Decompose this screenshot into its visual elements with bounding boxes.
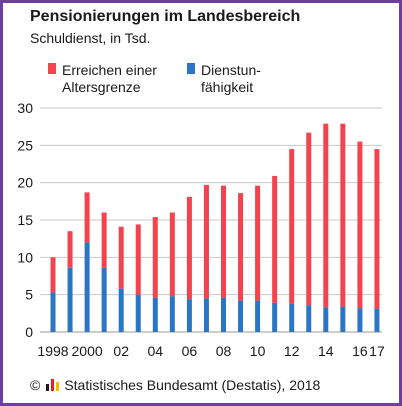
bar-dienstunfaehigkeit-2001 — [101, 267, 107, 332]
legend-label-0-line-1: Altersgrenze — [62, 79, 141, 95]
bar-dienstunfaehigkeit-2003 — [135, 294, 141, 332]
bar-altersgrenze-2004 — [152, 217, 158, 298]
bar-dienstunfaehigkeit-2009 — [238, 300, 244, 332]
x-tick-label-2012: 12 — [284, 343, 300, 359]
bar-dienstunfaehigkeit-2013 — [306, 305, 312, 332]
bar-dienstunfaehigkeit-2002 — [118, 288, 124, 332]
bar-dienstunfaehigkeit-2017 — [374, 308, 380, 332]
y-tick-label-25: 25 — [17, 137, 33, 153]
bar-altersgrenze-2001 — [101, 212, 107, 268]
bar-altersgrenze-2007 — [203, 184, 209, 299]
y-axis-ticks: 0 5 10 15 20 25 30 — [17, 100, 33, 340]
x-tick-label-2004: 04 — [148, 343, 164, 359]
bar-altersgrenze-2017 — [374, 149, 380, 309]
legend-swatch-1 — [187, 63, 195, 74]
legend-label-1-line-0: Dienstun- — [201, 62, 261, 78]
x-tick-label-2008: 08 — [216, 343, 232, 359]
x-tick-label-1998: 1998 — [37, 343, 68, 359]
source-text: Statistisches Bundesamt (Destatis), 2018 — [64, 377, 321, 393]
bar-dienstunfaehigkeit-2004 — [152, 297, 158, 332]
bar-dienstunfaehigkeit-2000 — [84, 242, 90, 332]
bar-altersgrenze-2010 — [255, 185, 261, 301]
destatis-logo-icon — [46, 379, 60, 391]
x-axis-ticks: 1998 2000 02 04 06 08 10 12 14 16 17 — [37, 343, 385, 359]
legend-swatch-0 — [48, 63, 56, 74]
bar-altersgrenze-2016 — [357, 141, 363, 309]
bar-altersgrenze-2003 — [135, 224, 141, 295]
bar-dienstunfaehigkeit-2006 — [186, 299, 192, 332]
x-tick-label-2002: 02 — [113, 343, 129, 359]
bar-altersgrenze-2011 — [272, 175, 278, 303]
chart-subtitle: Schuldienst, in Tsd. — [30, 30, 151, 46]
bar-altersgrenze-2015 — [340, 123, 346, 307]
chart-title: Pensionierungen im Landesbereich — [30, 8, 301, 25]
bar-dienstunfaehigkeit-2016 — [357, 308, 363, 332]
copyright-symbol: © — [30, 377, 41, 393]
grid-lines — [40, 107, 382, 333]
bar-altersgrenze-2006 — [186, 196, 192, 300]
x-tick-label-2017: 17 — [369, 343, 385, 359]
y-tick-label-30: 30 — [17, 100, 33, 116]
bar-altersgrenze-2008 — [221, 185, 226, 298]
x-tick-label-2016: 16 — [352, 343, 368, 359]
bar-dienstunfaehigkeit-2011 — [272, 302, 278, 332]
y-tick-label-0: 0 — [25, 324, 33, 340]
bar-dienstunfaehigkeit-2010 — [255, 300, 261, 332]
y-tick-label-5: 5 — [25, 287, 33, 303]
x-tick-label-2014: 14 — [318, 343, 334, 359]
bar-dienstunfaehigkeit-2007 — [203, 298, 209, 332]
y-tick-label-15: 15 — [17, 212, 33, 228]
y-tick-label-20: 20 — [17, 175, 33, 191]
bar-dienstunfaehigkeit-2015 — [340, 306, 346, 332]
bar-altersgrenze-1998 — [50, 257, 56, 293]
x-tick-label-2006: 06 — [182, 343, 198, 359]
y-tick-label-10: 10 — [17, 249, 33, 265]
x-tick-label-2010: 10 — [250, 343, 266, 359]
bar-altersgrenze-2013 — [306, 132, 312, 306]
source-footer: © Statistisches Bundesamt (Destatis), 20… — [30, 377, 320, 393]
bar-altersgrenze-2005 — [169, 212, 175, 297]
bar-dienstunfaehigkeit-2014 — [323, 307, 329, 332]
bar-altersgrenze-2014 — [323, 123, 329, 308]
bar-altersgrenze-2009 — [238, 193, 244, 301]
bar-dienstunfaehigkeit-1999 — [67, 267, 73, 332]
bar-dienstunfaehigkeit-1998 — [50, 292, 56, 332]
legend-label-0-line-0: Erreichen einer — [62, 62, 157, 78]
bar-altersgrenze-2012 — [289, 149, 295, 304]
bar-dienstunfaehigkeit-2008 — [221, 297, 226, 332]
bar-altersgrenze-2002 — [118, 226, 124, 289]
bar-altersgrenze-1999 — [67, 231, 73, 268]
legend-label-1-line-1: fähigkeit — [201, 79, 253, 95]
bars — [50, 123, 380, 332]
bar-dienstunfaehigkeit-2005 — [169, 296, 175, 332]
x-tick-label-2000: 2000 — [72, 343, 103, 359]
bar-dienstunfaehigkeit-2012 — [289, 303, 295, 332]
bar-altersgrenze-2000 — [84, 192, 90, 243]
